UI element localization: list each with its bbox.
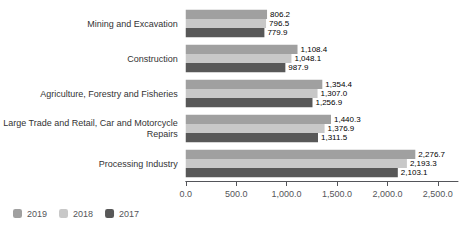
svg-text:1,000.0: 1,000.0 xyxy=(272,189,302,199)
svg-text:2018: 2018 xyxy=(73,209,93,219)
svg-text:2,000.0: 2,000.0 xyxy=(372,189,402,199)
svg-text:Processing Industry: Processing Industry xyxy=(99,159,179,169)
svg-text:2,500.0: 2,500.0 xyxy=(423,189,453,199)
svg-text:1,307.0: 1,307.0 xyxy=(321,89,348,98)
svg-text:2,276.7: 2,276.7 xyxy=(418,150,445,159)
svg-text:2019: 2019 xyxy=(27,209,47,219)
svg-text:2,103.1: 2,103.1 xyxy=(401,168,428,177)
svg-text:Agriculture, Forestry and Fish: Agriculture, Forestry and Fisheries xyxy=(40,89,178,99)
svg-text:1,440.3: 1,440.3 xyxy=(334,115,361,124)
svg-text:1,108.4: 1,108.4 xyxy=(301,45,328,54)
svg-text:796.5: 796.5 xyxy=(269,19,290,28)
svg-text:Mining and Excavation: Mining and Excavation xyxy=(87,19,178,29)
svg-text:2,193.3: 2,193.3 xyxy=(410,159,437,168)
svg-text:Construction: Construction xyxy=(127,54,178,64)
svg-text:779.9: 779.9 xyxy=(267,28,288,37)
svg-text:1,048.1: 1,048.1 xyxy=(294,54,321,63)
svg-text:987.9: 987.9 xyxy=(288,63,309,72)
svg-text:1,500.0: 1,500.0 xyxy=(322,189,352,199)
svg-text:1,354.4: 1,354.4 xyxy=(325,80,352,89)
svg-text:Repairs: Repairs xyxy=(147,129,179,139)
svg-text:1,311.5: 1,311.5 xyxy=(321,133,348,142)
svg-text:2017: 2017 xyxy=(119,209,139,219)
svg-text:Large Trade and Retail, Car an: Large Trade and Retail, Car and Motorcyc… xyxy=(3,118,178,128)
svg-text:1,256.9: 1,256.9 xyxy=(315,98,342,107)
svg-text:1,376.9: 1,376.9 xyxy=(328,124,355,133)
svg-text:806.2: 806.2 xyxy=(270,10,291,19)
svg-text:500.0: 500.0 xyxy=(225,189,248,199)
svg-text:0.0: 0.0 xyxy=(179,189,192,199)
